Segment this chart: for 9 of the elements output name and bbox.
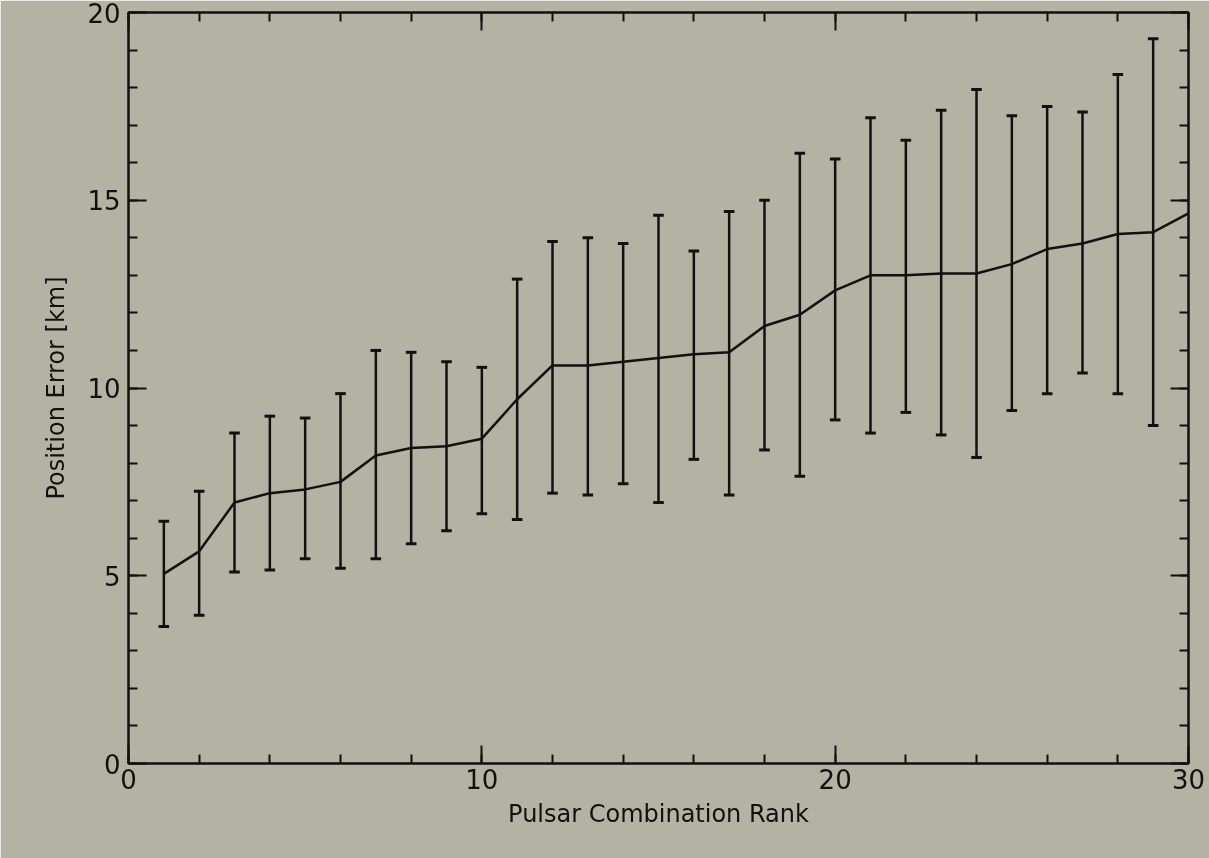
y-axis-title: Position Error [km] [42,276,71,500]
x-tick-label: 30 [1171,764,1206,795]
x-tick-label: 10 [465,764,499,795]
y-tick-label: 20 [87,0,121,29]
y-tick-label: 10 [87,374,121,404]
x-tick-label: 20 [818,764,852,795]
y-tick-label: 15 [87,186,121,217]
x-axis-title: Pulsar Combination Rank [508,799,810,828]
y-tick-label: 5 [103,561,121,592]
